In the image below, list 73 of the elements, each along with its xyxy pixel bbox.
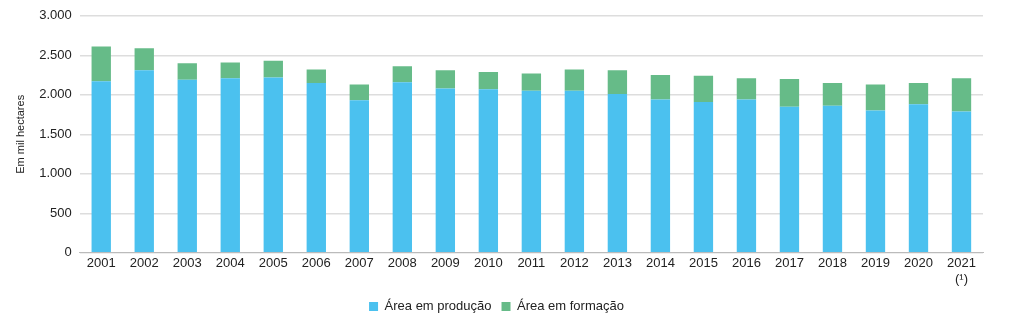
bar (951, 111, 972, 253)
x-tick-label: 2021 (¹) (947, 255, 976, 286)
bar (306, 82, 326, 253)
legend-label: Área em produção (384, 298, 492, 314)
bar (650, 75, 671, 100)
y-axis-title: Em mil hectares (13, 94, 26, 174)
bar (263, 77, 283, 253)
x-tick-label: 2020 (904, 255, 933, 271)
x-tick-label: 2013 (602, 255, 632, 271)
bar (91, 81, 111, 253)
bar (177, 63, 197, 80)
x-tick-label: 2002 (129, 255, 159, 271)
bar (478, 89, 499, 253)
x-tick-label: 2015 (688, 255, 718, 271)
bar (134, 70, 154, 253)
y-tick-label: 500 (50, 204, 72, 220)
bar (607, 70, 628, 95)
x-tick-label: 2007 (344, 255, 374, 271)
x-tick-label: 2006 (301, 255, 331, 271)
bar (521, 73, 542, 91)
bar (220, 78, 240, 253)
bar (478, 71, 499, 90)
bar (822, 82, 843, 106)
bar (865, 84, 886, 111)
y-tick-label: 2.500 (39, 46, 72, 62)
bar (349, 84, 369, 101)
y-tick-label: 1.000 (39, 165, 72, 181)
bar (650, 99, 671, 253)
bar (521, 90, 542, 253)
bar (908, 82, 929, 105)
x-tick-label: 2004 (215, 255, 245, 271)
legend-label: Área em formação (517, 298, 624, 314)
bar (392, 66, 413, 83)
bar (349, 100, 369, 253)
bar (306, 69, 326, 83)
x-tick-label: 2017 (774, 255, 804, 271)
y-tick-label: 2.000 (39, 86, 72, 102)
bar (177, 79, 197, 253)
bar (822, 105, 843, 253)
x-tick-label: 2019 (861, 255, 890, 271)
bar (779, 106, 800, 253)
x-tick-label: 2003 (172, 255, 202, 271)
y-tick-label: 1.500 (39, 125, 72, 141)
bar (134, 48, 154, 71)
bar (435, 88, 456, 253)
x-tick-label: 2009 (430, 255, 460, 271)
x-tick-label: 2018 (817, 255, 847, 271)
bar (736, 99, 757, 253)
x-tick-label: 2016 (731, 255, 761, 271)
x-tick-label: 2005 (258, 255, 288, 271)
bar (564, 69, 585, 91)
x-tick-label: 2014 (645, 255, 675, 271)
bar (951, 78, 972, 112)
bar (736, 78, 757, 100)
bar (693, 101, 714, 253)
bar (91, 46, 111, 82)
x-tick-label: 2008 (387, 255, 417, 271)
bar (607, 94, 628, 253)
x-tick-label: 2001 (86, 255, 116, 271)
y-tick-label: 0 (64, 244, 72, 260)
bar (693, 75, 714, 102)
bar (865, 110, 886, 253)
x-tick-label: 2010 (473, 255, 503, 271)
bar (263, 60, 283, 78)
bar (779, 79, 800, 107)
bar (564, 90, 585, 253)
x-tick-label: 2011 (517, 255, 546, 271)
bar (435, 70, 456, 89)
bar (220, 62, 240, 79)
bar (392, 82, 413, 253)
bar (908, 104, 929, 253)
y-tick-label: 3.000 (39, 7, 72, 23)
x-tick-label: 2012 (559, 255, 589, 271)
